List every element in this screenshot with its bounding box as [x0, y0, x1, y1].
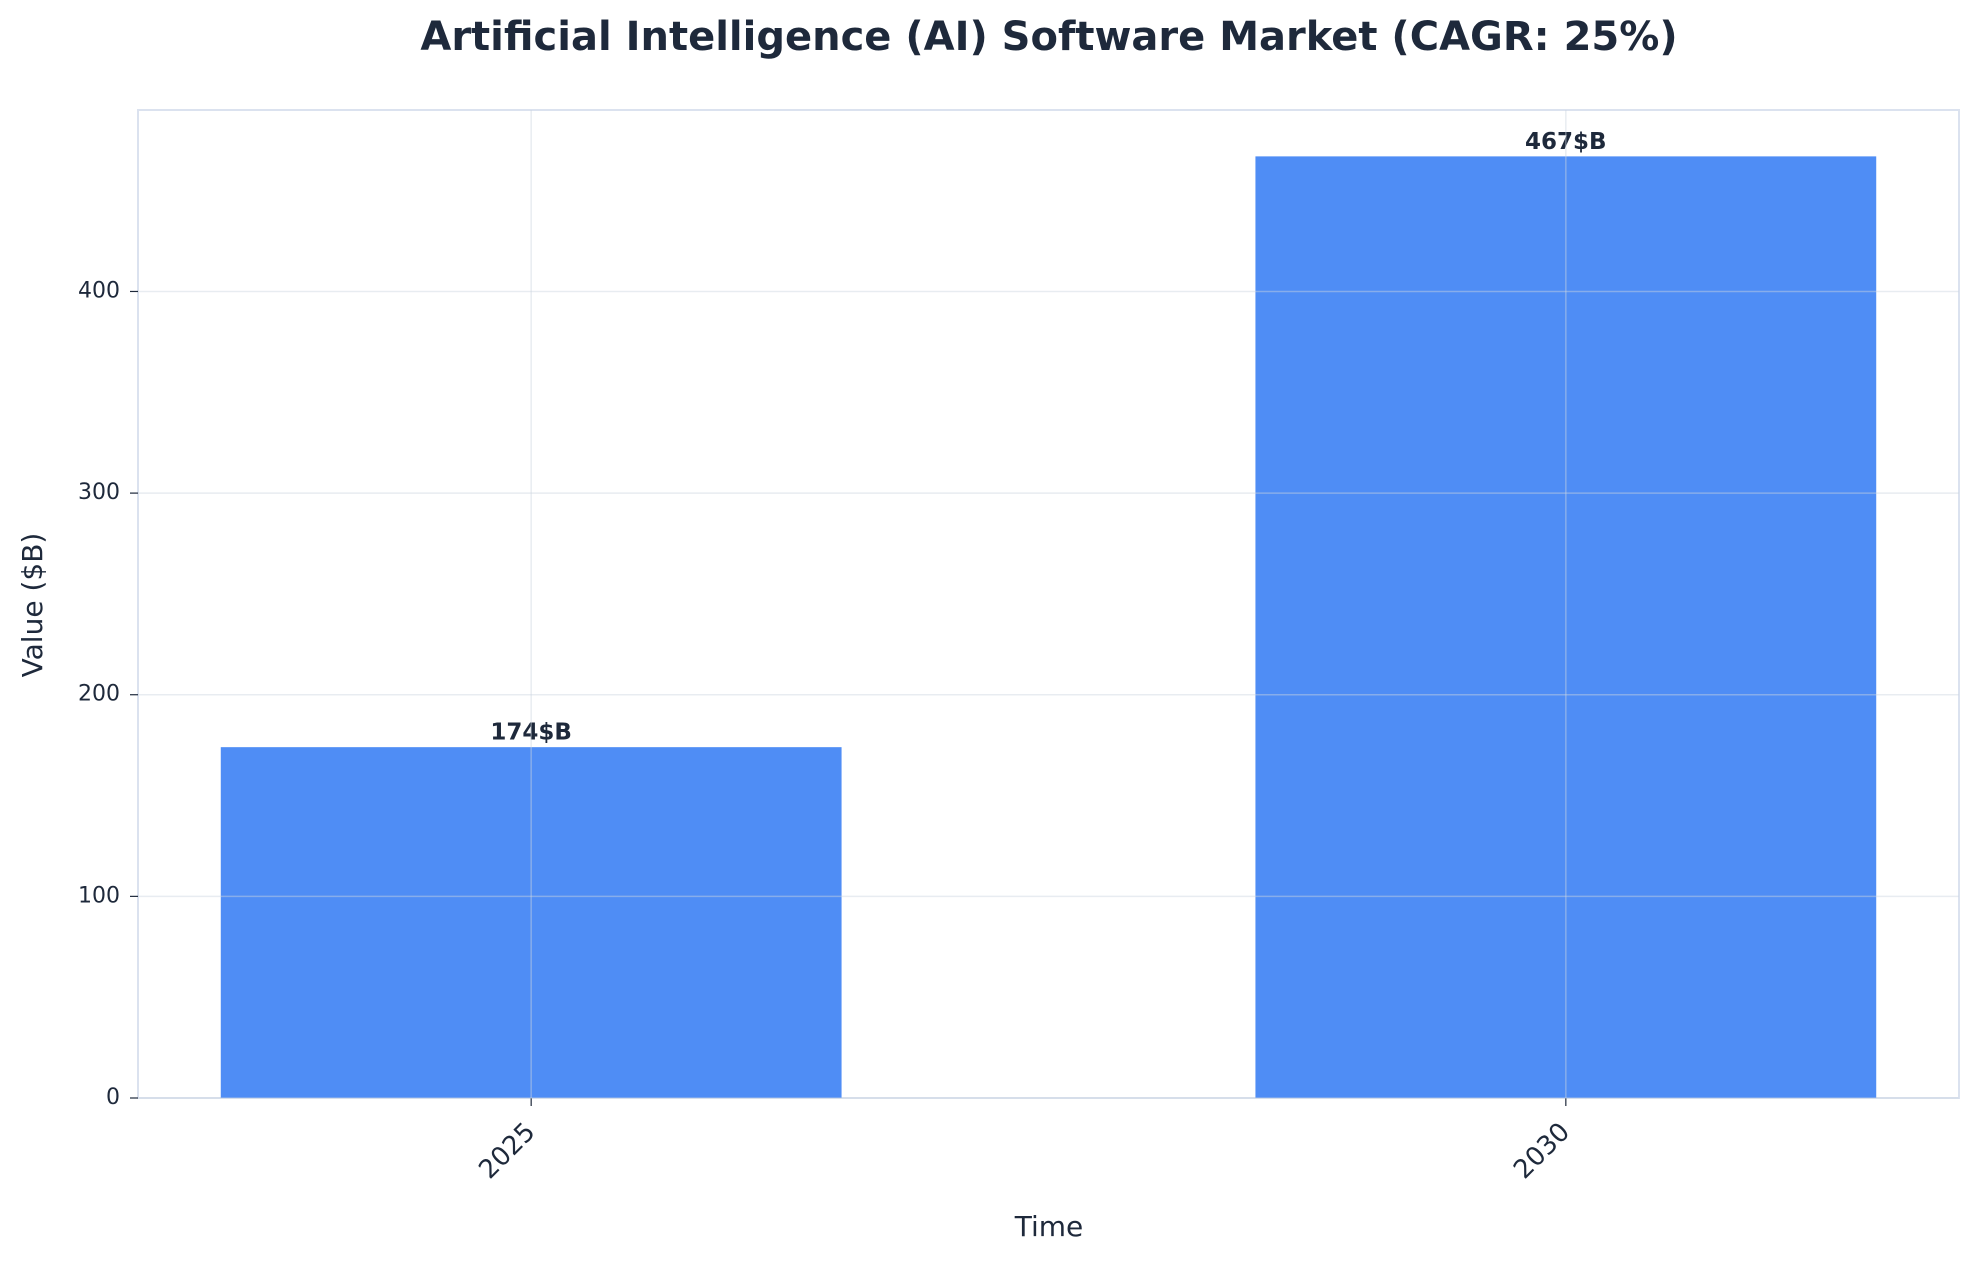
x-tick-label: 2025 [473, 1117, 541, 1185]
chart-title: Artificial Intelligence (AI) Software Ma… [420, 14, 1677, 60]
x-tick-label: 2030 [1508, 1117, 1576, 1185]
value-label: 174$B [490, 720, 572, 746]
y-tick-label: 400 [78, 278, 120, 303]
y-tick-label: 100 [78, 883, 120, 908]
y-tick-label: 200 [78, 682, 120, 707]
y-tick-label: 0 [106, 1085, 120, 1110]
y-axis-label: Value ($B) [16, 533, 49, 678]
plot-frame [137, 109, 1960, 1099]
bar [220, 747, 842, 1098]
y-tick-label: 300 [78, 480, 120, 505]
x-axis-label: Time [1014, 1210, 1084, 1243]
bar [1255, 156, 1877, 1099]
value-label: 467$B [1525, 129, 1607, 155]
